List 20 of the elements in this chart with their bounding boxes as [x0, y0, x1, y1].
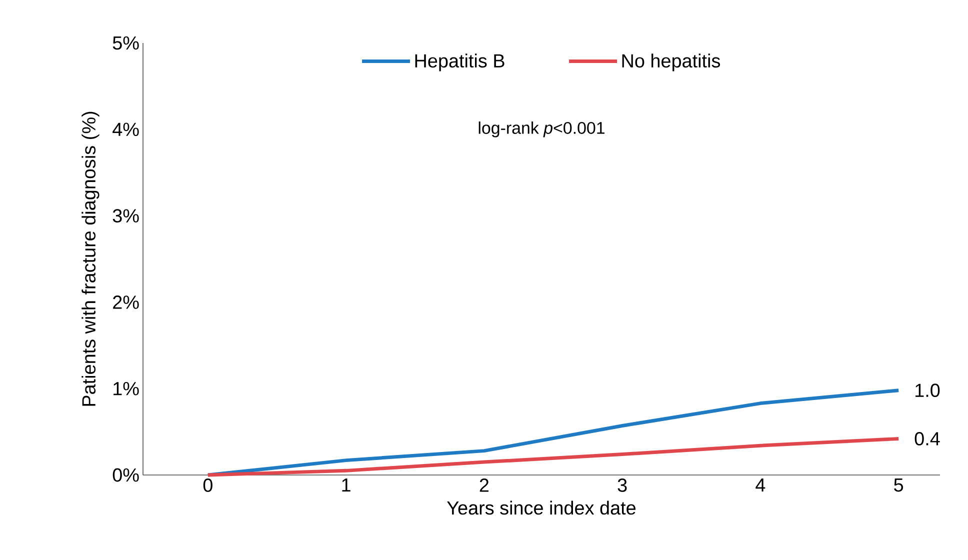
y-tick-label: 2% — [113, 296, 139, 309]
legend-label: No hepatitis — [622, 54, 720, 72]
x-tick-label: 3 — [618, 478, 627, 492]
y-tick-label: 3% — [112, 209, 139, 223]
x-axis-title: Years since index date — [447, 500, 636, 515]
data-label: 0.4 — [914, 432, 940, 446]
x-tick-label: 5 — [894, 478, 904, 492]
y-tick-label: 4% — [112, 122, 139, 136]
x-tick-label: 2 — [480, 478, 488, 492]
x-tick-label: 1 — [342, 478, 350, 492]
x-tick-label: 0 — [203, 478, 212, 492]
y-axis-title: Patients with fracture diagnosis (%) — [82, 112, 100, 406]
line-series — [206, 436, 900, 477]
y-tick-label: 1% — [114, 382, 139, 396]
y-tick-label: 0% — [112, 468, 139, 482]
legend-label: Hepatitis B — [415, 54, 504, 72]
y-tick-label: 5% — [112, 36, 139, 50]
x-tick-label: 4 — [756, 478, 766, 492]
annotation: log-rank p<0.001 — [478, 122, 604, 138]
data-label: 1.0 — [916, 384, 940, 398]
